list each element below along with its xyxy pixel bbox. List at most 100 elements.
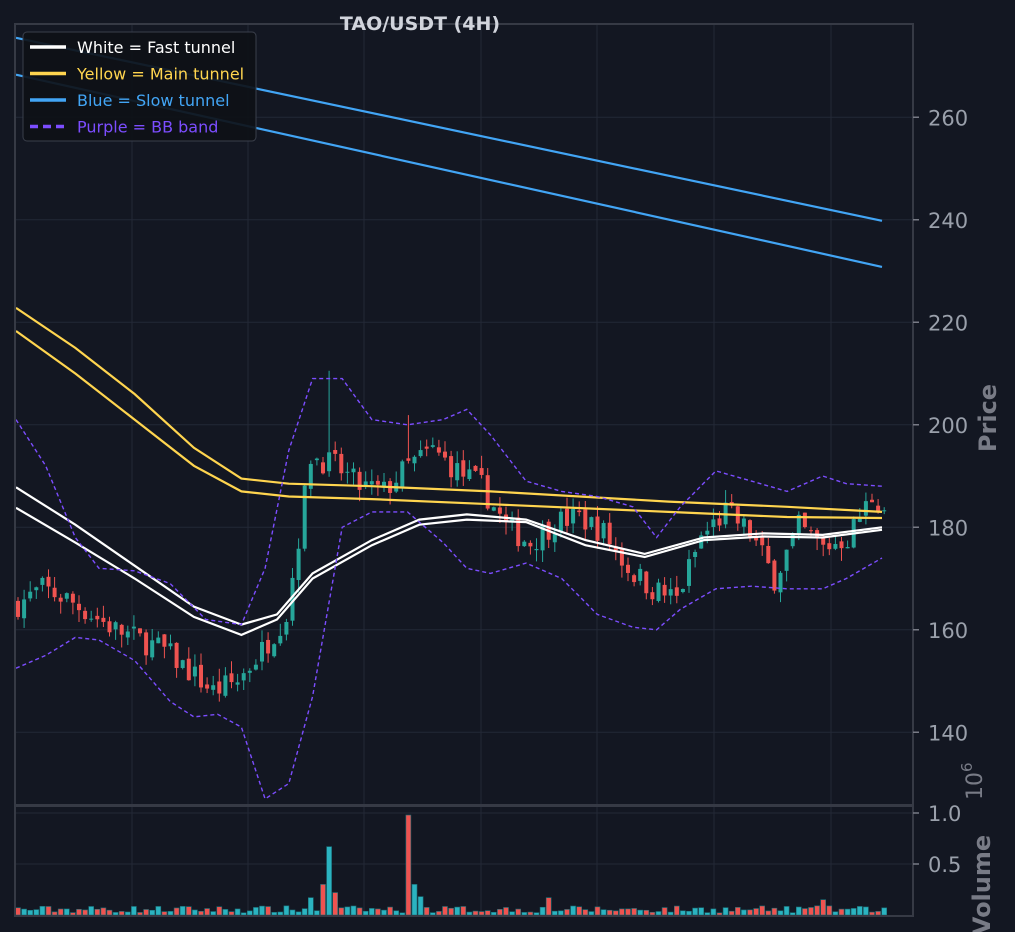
volume-tick-label: 1.0	[928, 802, 961, 826]
volume-bar	[674, 906, 679, 915]
candle-body	[772, 561, 776, 591]
volume-bar	[863, 907, 868, 915]
volume-bar	[845, 909, 850, 915]
volume-bar	[485, 911, 490, 915]
volume-bar	[436, 911, 441, 915]
volume-bar	[46, 906, 51, 915]
volume-bar	[583, 910, 588, 915]
candle-body	[663, 585, 667, 596]
volume-bar	[278, 912, 283, 915]
volume-bar	[540, 907, 545, 915]
volume-bar	[766, 911, 771, 915]
volume-bar	[131, 906, 136, 915]
volume-bar	[735, 907, 740, 915]
candle-body	[669, 589, 673, 595]
candle-body	[254, 665, 258, 670]
volume-bar	[790, 913, 795, 915]
volume-bar	[851, 908, 856, 915]
candle-body	[89, 619, 93, 620]
candle-body	[650, 592, 654, 599]
candle-body	[47, 577, 51, 587]
volume-bar	[699, 908, 704, 915]
volume-bar	[571, 906, 576, 915]
volume-bar	[375, 909, 380, 915]
volume-bar	[52, 912, 57, 915]
candle-body	[565, 509, 569, 526]
volume-bar	[327, 847, 332, 915]
chart-title: TAO/USDT (4H)	[340, 13, 500, 35]
candle-body	[718, 518, 722, 525]
price-tick-label: 180	[928, 516, 968, 540]
volume-bar	[199, 911, 204, 915]
candle-body	[376, 481, 380, 485]
candle-body	[95, 616, 99, 619]
candle-body	[321, 462, 325, 473]
candle-body	[132, 627, 136, 629]
candle-body	[199, 665, 203, 688]
volume-bar	[827, 906, 832, 915]
candle-body	[431, 445, 435, 447]
candle-body	[766, 546, 770, 563]
candle-body	[882, 510, 886, 511]
candle-body	[419, 450, 423, 456]
volume-bar	[754, 909, 759, 915]
volume-bar	[314, 911, 319, 915]
volume-bar	[357, 908, 362, 915]
volume-bar	[351, 906, 356, 915]
candle-body	[53, 588, 57, 597]
candle-body	[455, 463, 459, 480]
volume-bar	[613, 911, 618, 915]
volume-bar	[809, 907, 814, 915]
volume-bar	[321, 884, 326, 915]
candle-body	[108, 621, 112, 632]
candle-body	[571, 509, 575, 524]
candle-body	[803, 513, 807, 527]
volume-bar	[632, 908, 637, 915]
volume-bar	[711, 909, 716, 915]
candle-body	[205, 684, 209, 688]
candle-body	[284, 622, 288, 635]
candle-body	[443, 452, 447, 458]
candle-body	[333, 450, 337, 454]
candle-body	[632, 575, 636, 582]
volume-bar	[119, 911, 124, 915]
volume-bar	[687, 911, 692, 915]
candle-body	[248, 671, 252, 673]
volume-bar	[211, 912, 216, 915]
volume-bar	[174, 908, 179, 915]
candle-body	[40, 578, 44, 585]
candle-body	[870, 500, 874, 502]
volume-bar	[70, 913, 75, 915]
volume-bar	[443, 906, 448, 915]
volume-bar	[662, 908, 667, 915]
volume-bar	[802, 909, 807, 915]
candle-body	[120, 625, 124, 635]
candle-body	[705, 531, 709, 535]
candle-body	[358, 472, 362, 490]
candle-body	[492, 507, 496, 510]
volume-bar	[705, 913, 710, 915]
volume-bar	[430, 913, 435, 915]
candle-body	[236, 682, 240, 684]
legend-label: White = Fast tunnel	[77, 38, 235, 57]
candle-body	[187, 659, 191, 681]
candle-body	[785, 550, 789, 571]
candle-body	[657, 583, 661, 601]
volume-bar	[528, 912, 533, 915]
volume-bar	[558, 911, 563, 915]
candle-body	[28, 592, 32, 599]
candle-body	[626, 565, 630, 573]
candle-body	[352, 469, 356, 473]
volume-bar	[186, 907, 191, 915]
volume-bar	[552, 911, 557, 915]
volume-bar	[589, 912, 594, 915]
candle-body	[71, 594, 75, 603]
candle-body	[217, 681, 221, 693]
volume-bar	[723, 908, 728, 915]
candle-body	[528, 543, 532, 546]
candle-body	[114, 622, 118, 629]
candle-body	[474, 466, 478, 471]
candle-body	[162, 634, 166, 646]
volume-bar	[510, 912, 515, 915]
